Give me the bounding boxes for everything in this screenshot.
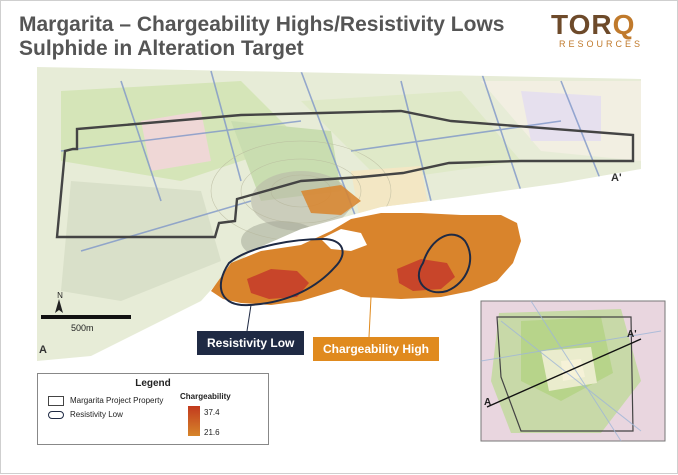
inset-map: A' A <box>480 300 666 442</box>
leader-chargeability <box>368 296 372 338</box>
section-label-a: A <box>39 344 47 356</box>
property-swatch-icon <box>48 396 64 406</box>
page-title: Margarita – Chargeability Highs/Resistiv… <box>19 13 504 61</box>
chargeability-high-callout: Chargeability High <box>313 337 440 361</box>
chargeability-color-ramp <box>188 406 200 436</box>
title-line-2: Sulphide in Alteration Target <box>19 37 304 60</box>
legend-item-property: Margarita Project Property <box>48 396 163 406</box>
chargeability-max: 37.4 <box>204 408 220 417</box>
legend-item-property-label: Margarita Project Property <box>70 396 164 406</box>
scale-bar <box>41 315 131 319</box>
section-label-a-prime: A' <box>611 172 622 184</box>
leader-resistivity <box>246 304 252 332</box>
inset-label-a: A <box>484 397 491 408</box>
resistivity-swatch-icon <box>48 410 64 419</box>
chargeability-legend-title: Chargeability <box>180 392 231 401</box>
logo-subtitle: RESOURCES <box>559 39 644 49</box>
chargeability-min: 21.6 <box>204 428 220 437</box>
north-arrow-icon <box>55 299 63 313</box>
logo-q-letter: Q <box>612 9 636 40</box>
resistivity-lows <box>219 233 472 307</box>
title-line-1: Margarita – Chargeability Highs/Resistiv… <box>19 13 505 36</box>
scale-bar-label: 500m <box>71 323 94 333</box>
resistivity-low-callout: Resistivity Low <box>197 331 305 355</box>
legend-title: Legend <box>135 378 171 389</box>
legend-box: Legend Margarita Project Property Resist… <box>37 373 269 445</box>
inset-label-a-prime: A' <box>627 329 637 340</box>
legend-item-resistivity-label: Resistivity Low <box>70 410 123 419</box>
inset-section-line <box>486 338 642 408</box>
legend-item-resistivity: Resistivity Low <box>48 410 123 419</box>
torq-logo: TORQ RESOURCES <box>551 11 661 51</box>
north-label: N <box>57 291 63 300</box>
property-boundary <box>55 109 635 239</box>
logo-wordmark: TORQ <box>551 9 636 40</box>
